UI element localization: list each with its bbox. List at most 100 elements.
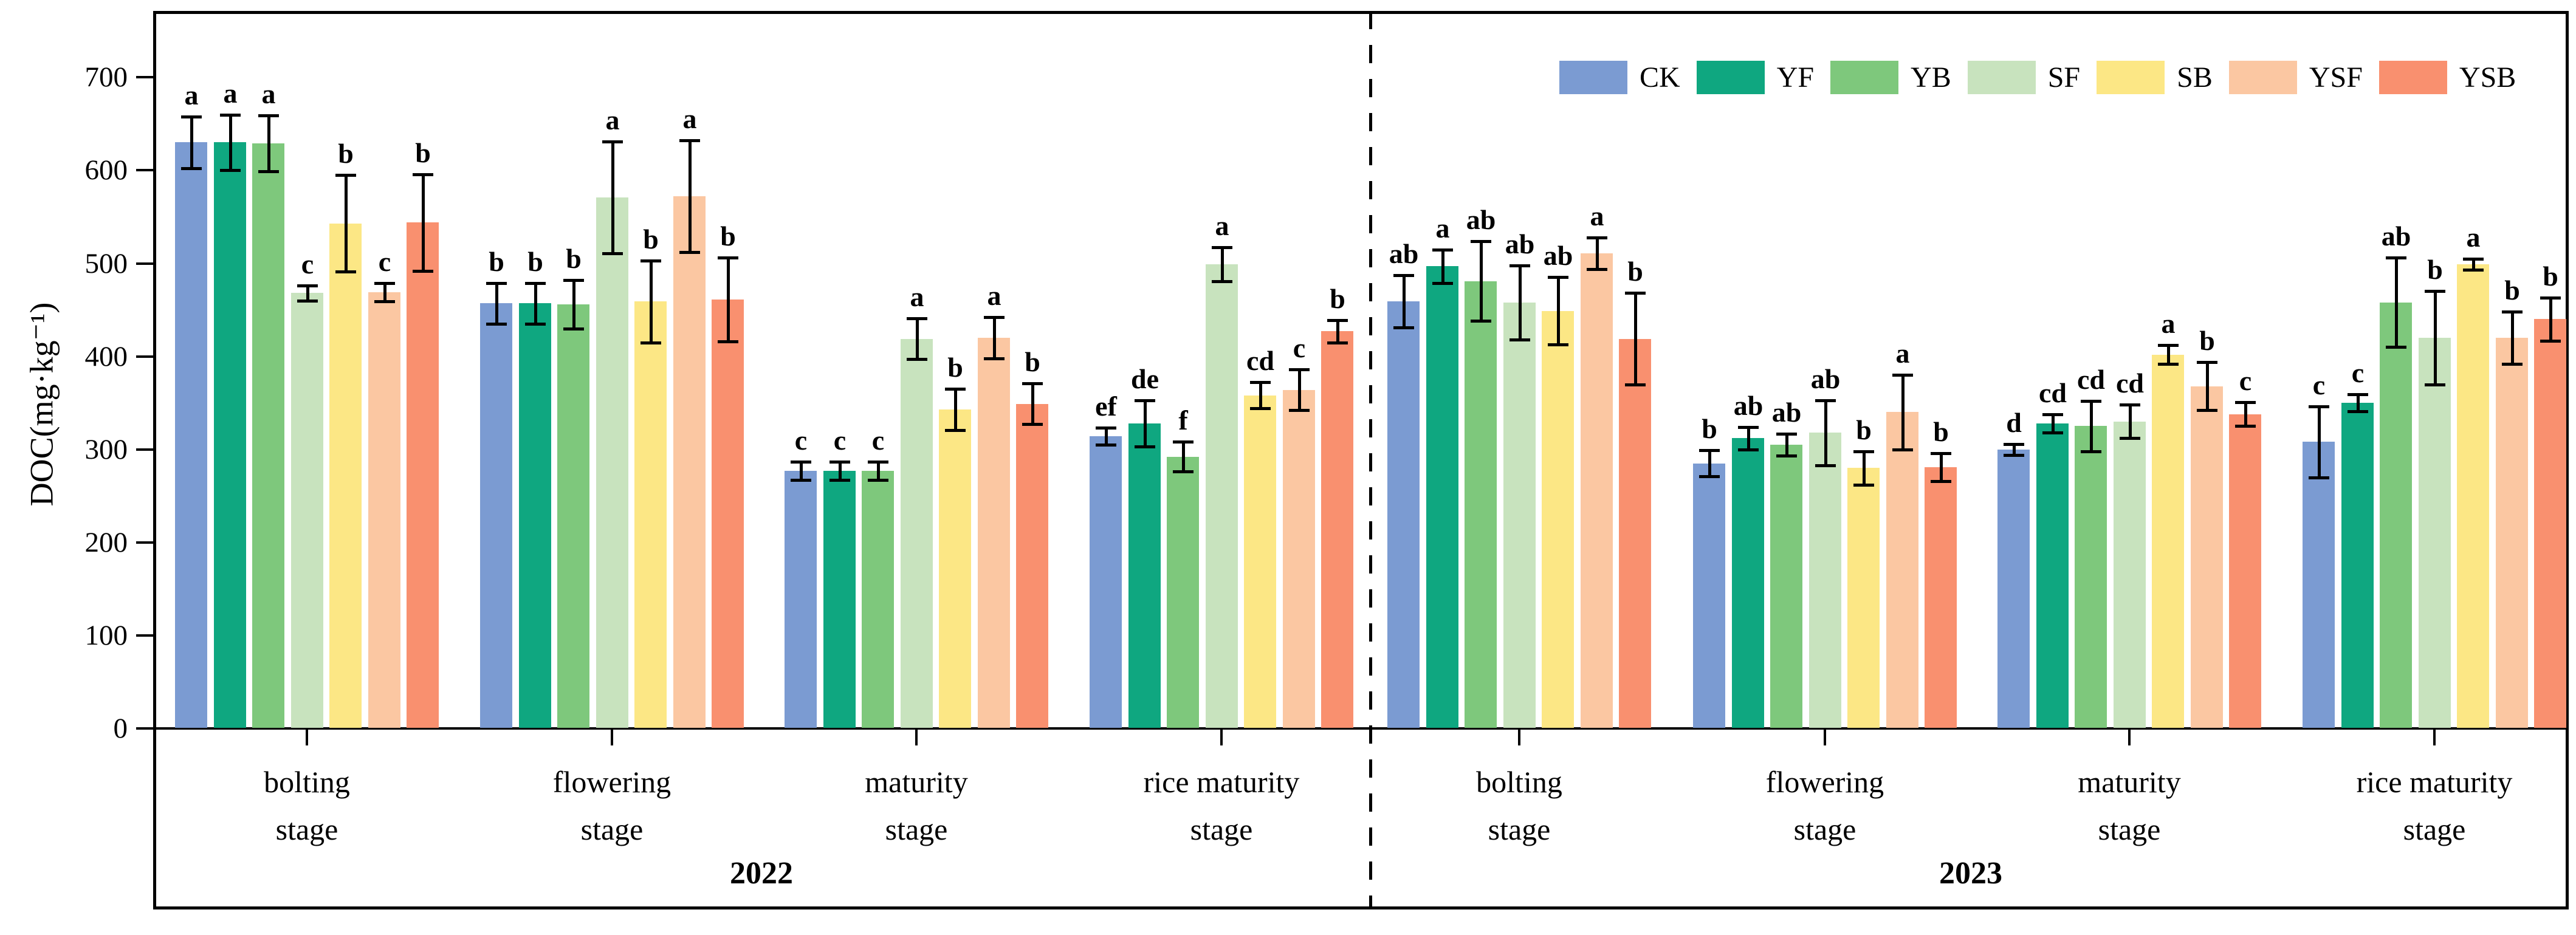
bar-ysf (368, 292, 400, 728)
y-axis-tick-label: 600 (84, 154, 128, 186)
significance-letter: ab (1771, 397, 1802, 428)
error-bar-cap-top (2309, 405, 2329, 408)
stage-label-line2: stage (1190, 812, 1253, 846)
error-bar-cap-top (2004, 443, 2024, 446)
significance-letter: b (527, 246, 543, 277)
significance-letter: b (566, 243, 582, 274)
error-bar-cap-top (2081, 400, 2101, 403)
error-bar-cap-top (718, 256, 738, 259)
y-axis-tick (136, 355, 154, 358)
error-bar-cap-top (907, 317, 927, 320)
bar-yf (2036, 423, 2069, 728)
error-bar-cap-bottom (2540, 340, 2561, 343)
error-bar-cap-bottom (2158, 363, 2179, 366)
error-bar-line (345, 175, 348, 272)
significance-letter: a (184, 80, 199, 111)
error-bar-line (1708, 450, 1711, 476)
significance-letter: c (2351, 357, 2365, 388)
bar-ysf (1581, 253, 1613, 728)
error-bar-cap-bottom (1510, 338, 1530, 341)
error-bar-cap-top (1738, 426, 1759, 429)
error-bar-line (383, 283, 386, 301)
error-bar-cap-bottom (1738, 448, 1759, 451)
y-axis-tick (136, 541, 154, 544)
bar-sf (1503, 303, 1536, 728)
y-axis-tick-label: 400 (84, 341, 128, 372)
error-bar-cap-top (1510, 264, 1530, 267)
y-axis-tick (136, 448, 154, 451)
error-bar-cap-bottom (718, 340, 738, 343)
bar-sb (329, 224, 362, 728)
legend-label: SB (2177, 61, 2213, 94)
bar-yf (214, 142, 246, 728)
error-bar-cap-top (1022, 382, 1043, 385)
error-bar-line (1824, 400, 1827, 465)
error-bar-cap-bottom (1931, 480, 1951, 483)
bar-sf (291, 293, 323, 728)
y-axis-tick (136, 169, 154, 171)
error-bar-cap-bottom (868, 479, 888, 482)
error-bar-cap-bottom (641, 341, 661, 344)
error-bar-line (2511, 312, 2514, 364)
bar-sf (1206, 264, 1238, 728)
error-bar-cap-bottom (220, 169, 241, 172)
error-bar-cap-bottom (1587, 268, 1607, 271)
legend-label: YB (1911, 61, 1951, 94)
significance-letter: a (1590, 200, 1604, 231)
error-bar-cap-top (258, 114, 279, 117)
bar-sb (2152, 355, 2184, 728)
year-separator-dashed-line (1369, 11, 1372, 909)
significance-letter: c (2312, 369, 2326, 400)
significance-letter: a (605, 104, 620, 135)
bar-ck (1387, 301, 1420, 728)
error-bar-line (2052, 414, 2055, 433)
error-bar-cap-bottom (2425, 383, 2445, 386)
legend-entry: YSF (2228, 61, 2363, 94)
error-bar-cap-bottom (2081, 450, 2101, 453)
error-bar-line (1557, 277, 1560, 344)
error-bar-line (1298, 369, 1301, 410)
error-bar-cap-top (1548, 276, 1568, 279)
error-bar-cap-top (1853, 450, 1874, 453)
legend: CK YF YB SF SB YSF YSB (1559, 61, 2516, 94)
error-bar-cap-top (2386, 256, 2406, 259)
x-axis-group-tick (2433, 730, 2436, 745)
error-bar-line (1863, 451, 1866, 485)
error-bar-cap-bottom (1327, 341, 1348, 344)
error-bar-line (1634, 293, 1637, 385)
error-bar-cap-bottom (374, 300, 395, 303)
error-bar-cap-bottom (945, 429, 966, 432)
significance-letter: ab (1543, 240, 1573, 271)
error-bar-line (1785, 434, 1788, 456)
error-bar-cap-top (181, 115, 202, 118)
significance-letter: d (2006, 407, 2022, 438)
error-bar-cap-top (1776, 433, 1797, 436)
legend-label: CK (1640, 61, 1680, 94)
error-bar-cap-top (1096, 426, 1116, 430)
error-bar-cap-bottom (602, 252, 623, 255)
bar-yb (862, 471, 894, 728)
error-bar-line (800, 462, 803, 480)
error-bar-cap-bottom (2386, 346, 2406, 349)
significance-letter: ab (1466, 204, 1496, 235)
error-bar-cap-bottom (1699, 475, 1720, 478)
x-axis-stage-label: rice maturity stage (2276, 758, 2576, 853)
bar-ck (1693, 464, 1725, 728)
legend-entry: CK (1559, 61, 1680, 94)
legend-entry: SF (1967, 61, 2080, 94)
error-bar-cap-top (1250, 381, 1271, 384)
error-bar-cap-bottom (1096, 444, 1116, 447)
bar-ysf (1283, 390, 1315, 728)
error-bar-cap-top (1173, 440, 1194, 444)
legend-swatch-ysb (2379, 61, 2447, 94)
bar-ysb (407, 222, 439, 728)
error-bar-cap-bottom (525, 323, 546, 326)
significance-letter: ab (1810, 363, 1841, 394)
year-label: 2023 (1939, 856, 2002, 891)
error-bar-line (993, 317, 996, 358)
bar-ysf (673, 196, 706, 728)
error-bar-cap-top (2235, 401, 2256, 404)
error-bar-cap-top (525, 282, 546, 285)
stage-label-line1: rice maturity (2356, 765, 2513, 799)
error-bar-cap-bottom (1022, 423, 1043, 426)
